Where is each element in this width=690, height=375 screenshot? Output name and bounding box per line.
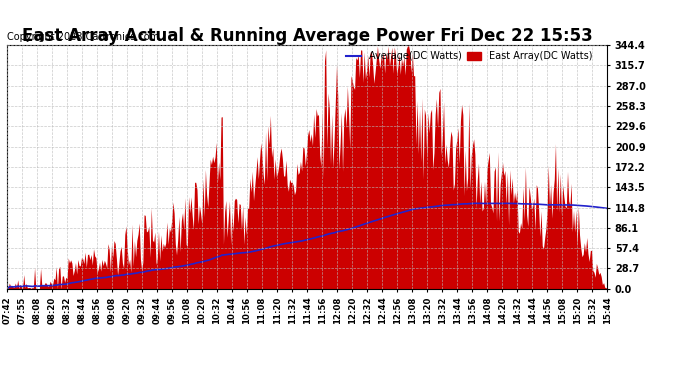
Text: Copyright 2023 Cartronics.com: Copyright 2023 Cartronics.com (7, 32, 159, 42)
Legend: Average(DC Watts), East Array(DC Watts): Average(DC Watts), East Array(DC Watts) (343, 47, 596, 65)
Title: East Array Actual & Running Average Power Fri Dec 22 15:53: East Array Actual & Running Average Powe… (21, 27, 593, 45)
